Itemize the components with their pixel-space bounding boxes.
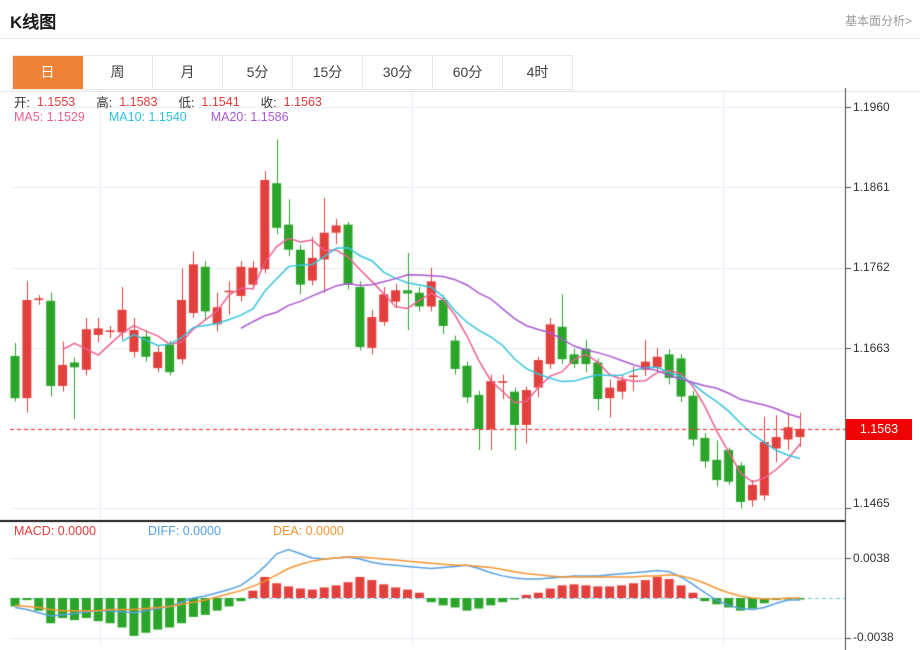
y-axis-label-3: 1.1762 [853, 260, 890, 274]
y-axis-label-5: 1.1465 [853, 496, 890, 510]
macd-value-legend: MACD: 0.0000 [14, 524, 96, 538]
ma5-legend: MA5: 1.1529 [14, 110, 85, 124]
tab-30min[interactable]: 30分 [363, 56, 433, 89]
open-label: 开: [14, 96, 30, 110]
tab-15min[interactable]: 15分 [293, 56, 363, 89]
tab-month[interactable]: 月 [153, 56, 223, 89]
low-label: 低: [178, 96, 195, 110]
ma20-legend: MA20: 1.1586 [210, 110, 289, 124]
open-value: 1.1553 [36, 94, 76, 109]
tab-60min[interactable]: 60分 [433, 56, 503, 89]
y-axis-label-4: 1.1663 [853, 341, 890, 355]
y-axis-label-2: 1.1861 [853, 180, 890, 194]
macd-axis-high: 0.0038 [853, 551, 890, 565]
close-value: 1.1563 [283, 94, 322, 109]
tab-5min[interactable]: 5分 [223, 56, 293, 89]
period-tabbar: 日 周 月 5分 15分 30分 60分 4时 [12, 55, 573, 90]
title-divider [0, 38, 920, 39]
high-label: 高: [96, 96, 113, 110]
tab-week[interactable]: 周 [83, 56, 153, 89]
tab-day[interactable]: 日 [13, 56, 83, 89]
close-label: 收: [260, 96, 277, 110]
fundamental-analysis-link[interactable]: 基本面分析> [844, 14, 912, 28]
ma10-legend: MA10: 1.1540 [108, 110, 187, 124]
diff-value-legend: DIFF: 0.0000 [147, 524, 221, 538]
page-title: K线图 [10, 13, 57, 32]
low-value: 1.1541 [201, 94, 240, 109]
kline-canvas[interactable] [0, 88, 920, 650]
ohlc-readout: 开: 1.1553 高: 1.1583 低: 1.1541 收: 1.1563 [14, 92, 336, 111]
current-price-badge: 1.1563 [846, 419, 912, 440]
dea-value-legend: DEA: 0.0000 [272, 524, 344, 538]
high-value: 1.1583 [119, 94, 158, 109]
y-axis-label-1: 1.1960 [853, 100, 890, 114]
tab-4hour[interactable]: 4时 [503, 56, 572, 89]
ma-legend: MA5: 1.1529 MA10: 1.1540 MA20: 1.1586 [14, 110, 289, 124]
macd-axis-low: -0.0038 [853, 630, 894, 644]
macd-legend: MACD: 0.0000 DIFF: 0.0000 DEA: 0.0000 [14, 524, 344, 538]
